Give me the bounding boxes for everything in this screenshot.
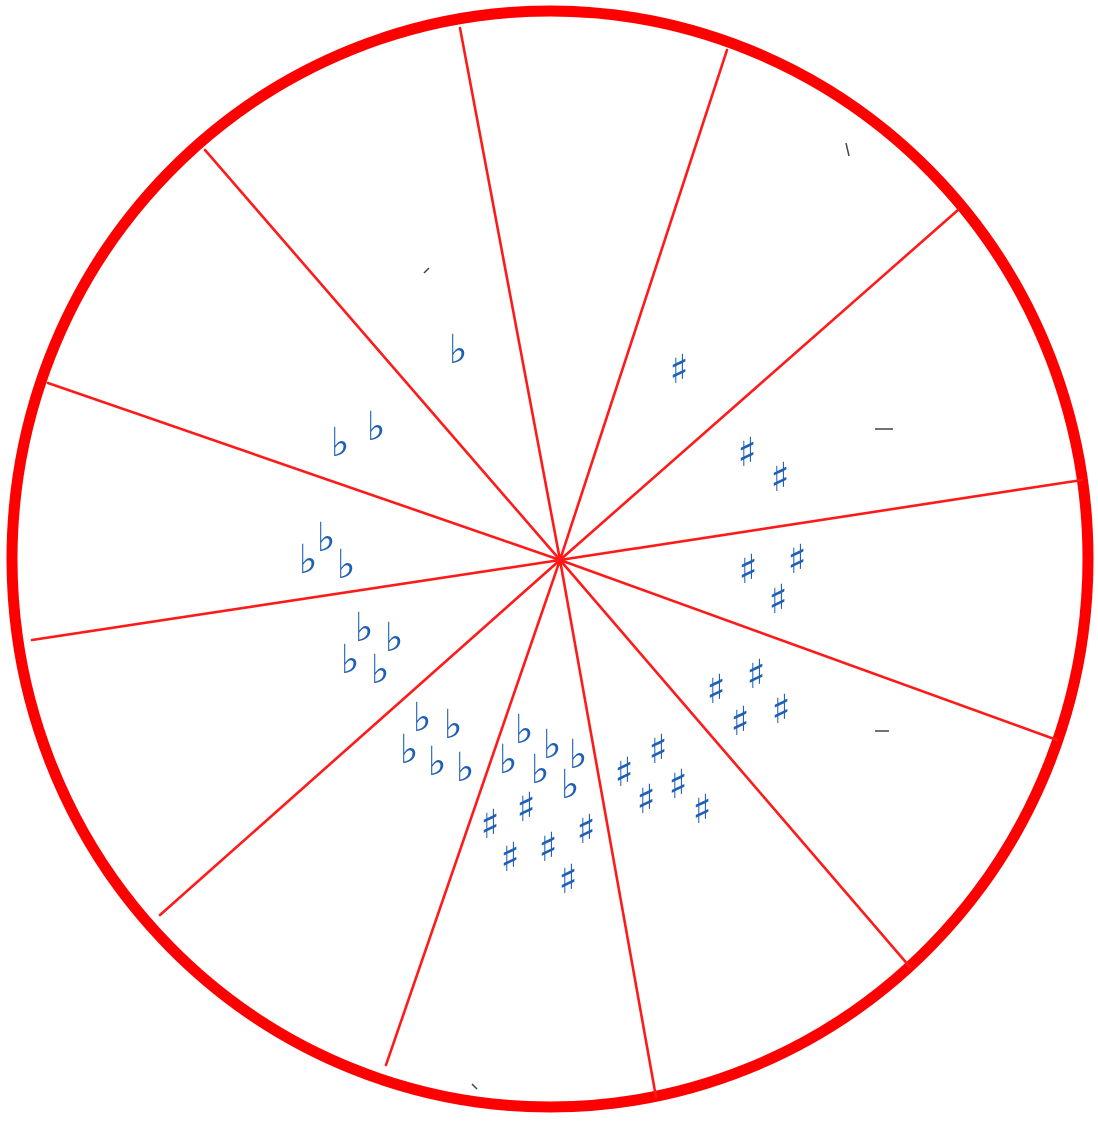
stray-mark — [424, 268, 429, 273]
flat-symbol: ♭ — [331, 420, 350, 466]
flat-symbol: ♭ — [317, 515, 336, 561]
sharp-symbol: ♯ — [576, 807, 595, 853]
flat-symbol: ♭ — [367, 404, 386, 450]
sharp-symbol: ♯ — [648, 727, 667, 773]
sharp-symbol: ♯ — [787, 537, 806, 583]
sharp-symbol: ♯ — [558, 857, 577, 903]
segment-10-symbols: ♭ ♭ — [331, 404, 386, 466]
sharp-symbol: ♯ — [771, 687, 790, 733]
sharp-symbol: ♯ — [692, 787, 711, 833]
flat-symbol: ♭ — [337, 542, 356, 588]
segment-11-symbols: ♭ — [449, 327, 468, 373]
stray-mark — [472, 1084, 477, 1089]
flat-symbol: ♭ — [449, 327, 468, 373]
sharp-symbol: ♯ — [730, 699, 749, 745]
spokes — [32, 28, 1082, 1097]
sharp-symbol: ♯ — [738, 547, 757, 593]
sharp-symbol: ♯ — [746, 652, 765, 698]
flat-symbol: ♭ — [299, 537, 318, 583]
stray-mark — [846, 143, 849, 156]
sharp-symbol: ♯ — [538, 825, 557, 871]
spoke — [560, 50, 727, 560]
segment-1-symbols: ♯ — [669, 347, 688, 393]
segment-2-symbols: ♯♯ — [737, 430, 789, 501]
flat-symbol: ♭ — [569, 732, 588, 778]
sharp-symbol: ♯ — [668, 762, 687, 808]
spoke — [560, 560, 656, 1097]
segment-3-symbols: ♯♯♯ — [738, 537, 806, 623]
spoke — [560, 560, 910, 967]
segment-9-symbols: ♭ ♭♭ — [299, 515, 356, 588]
flat-symbol: ♭ — [413, 695, 432, 741]
segment-6-flat-symbols: ♭♭♭♭♭♭ — [499, 707, 588, 808]
sharp-symbol: ♯ — [669, 347, 688, 393]
sharp-symbol: ♯ — [770, 455, 789, 501]
spoke — [560, 560, 1057, 740]
sharp-symbol: ♯ — [480, 802, 499, 848]
outer-ring — [12, 11, 1088, 1107]
spoke — [460, 28, 560, 560]
segment-4-symbols: ♯♯♯♯ — [706, 652, 790, 745]
sharp-symbol: ♯ — [768, 577, 787, 623]
sharp-symbol: ♯ — [614, 750, 633, 796]
flat-symbol: ♭ — [444, 702, 463, 748]
flat-symbol: ♭ — [385, 615, 404, 661]
flat-symbol: ♭ — [456, 745, 475, 791]
flat-symbol: ♭ — [543, 722, 562, 768]
flat-symbol: ♭ — [355, 605, 374, 651]
segment-symbols: ♯ ♯♯ ♯♯♯ ♯♯♯♯ ♯♯♯♯♯ ♯♯♯♯♯♯ ♭♭♭♭♭♭ ♭♭♭♭♭ … — [299, 327, 807, 903]
spoke — [32, 560, 560, 640]
sharp-symbol: ♯ — [500, 835, 519, 881]
sharp-symbol: ♯ — [636, 777, 655, 823]
stray-marks — [424, 143, 893, 1089]
segment-5-symbols: ♯♯♯♯♯ — [614, 727, 711, 833]
segment-8-symbols: ♭♭♭♭ — [341, 605, 404, 693]
sharp-symbol: ♯ — [737, 430, 756, 476]
segment-7-symbols: ♭♭♭♭♭ — [400, 695, 475, 791]
sharp-symbol: ♯ — [706, 667, 725, 713]
